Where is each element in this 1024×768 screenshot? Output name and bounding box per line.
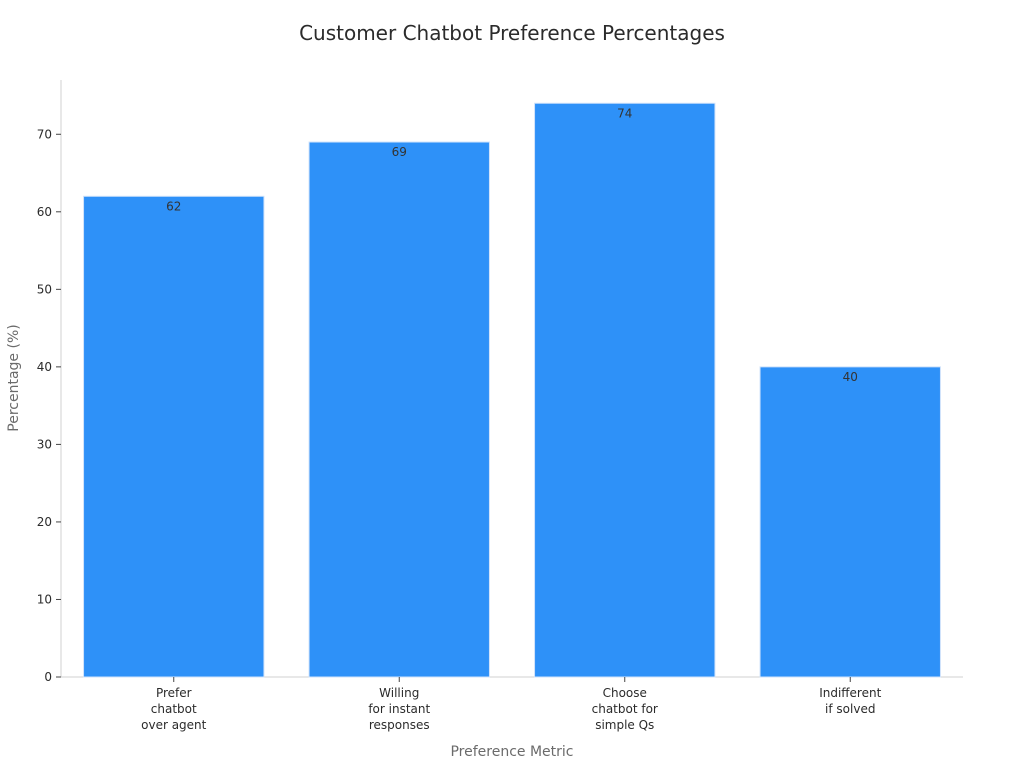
bar	[308, 141, 490, 678]
bar	[534, 102, 716, 678]
bar	[83, 195, 265, 678]
y-tick-label: 10	[37, 592, 52, 606]
data-labels-group: 62 69 74 40	[166, 106, 858, 384]
x-axis-title: Preference Metric	[450, 744, 573, 760]
x-tick-label: Indifferent if solved	[819, 686, 881, 716]
y-tick-label: 70	[37, 127, 52, 141]
y-tick-label: 50	[37, 282, 52, 296]
y-tick-label: 40	[37, 360, 52, 374]
bar-value-label: 62	[166, 199, 181, 213]
x-tick-label: Prefer chatbot over agent	[141, 686, 207, 732]
chart-title: Customer Chatbot Preference Percentages	[299, 21, 725, 45]
y-tick-label: 30	[37, 437, 52, 451]
y-tick-label: 0	[44, 670, 52, 684]
y-tick-label: 60	[37, 205, 52, 219]
x-tick-label: Choose chatbot for simple Qs	[592, 686, 658, 732]
bars-group	[83, 102, 941, 678]
x-tick-label: Willing for instant responses	[368, 686, 430, 732]
y-tick-label: 20	[37, 515, 52, 529]
bar	[759, 366, 941, 678]
bar-value-label: 69	[392, 145, 407, 159]
bar-value-label: 74	[617, 106, 632, 120]
y-tick-labels: 0 10 20 30 40 50 60 70	[37, 127, 61, 684]
y-axis-title: Percentage (%)	[6, 324, 22, 431]
bar-value-label: 40	[843, 370, 858, 384]
x-tick-labels: Prefer chatbot over agent Willing for instan…	[141, 677, 882, 732]
